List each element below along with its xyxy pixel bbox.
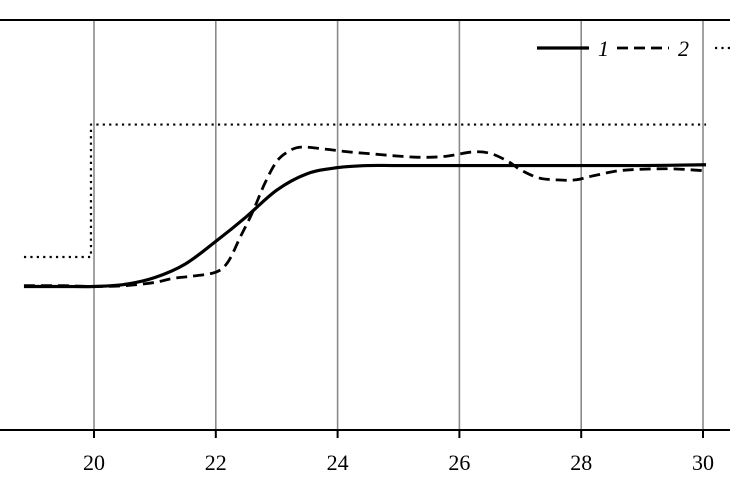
x-axis-ticks: 20 22 24 26 28 30 [83,430,714,475]
x-tick-label: 20 [83,450,105,475]
series-line-2 [23,145,707,288]
legend-label-1: 1 [598,36,609,61]
series-line-1 [23,163,707,289]
legend-label-2: 2 [678,36,689,61]
x-tick-label: 28 [570,450,592,475]
x-tick-label: 30 [692,450,714,475]
series-lines [23,123,707,289]
x-tick-label: 24 [327,450,349,475]
x-tick-label: 22 [205,450,227,475]
x-tick-label: 26 [448,450,470,475]
series-line-3 [23,123,707,259]
grid-lines [93,20,704,430]
